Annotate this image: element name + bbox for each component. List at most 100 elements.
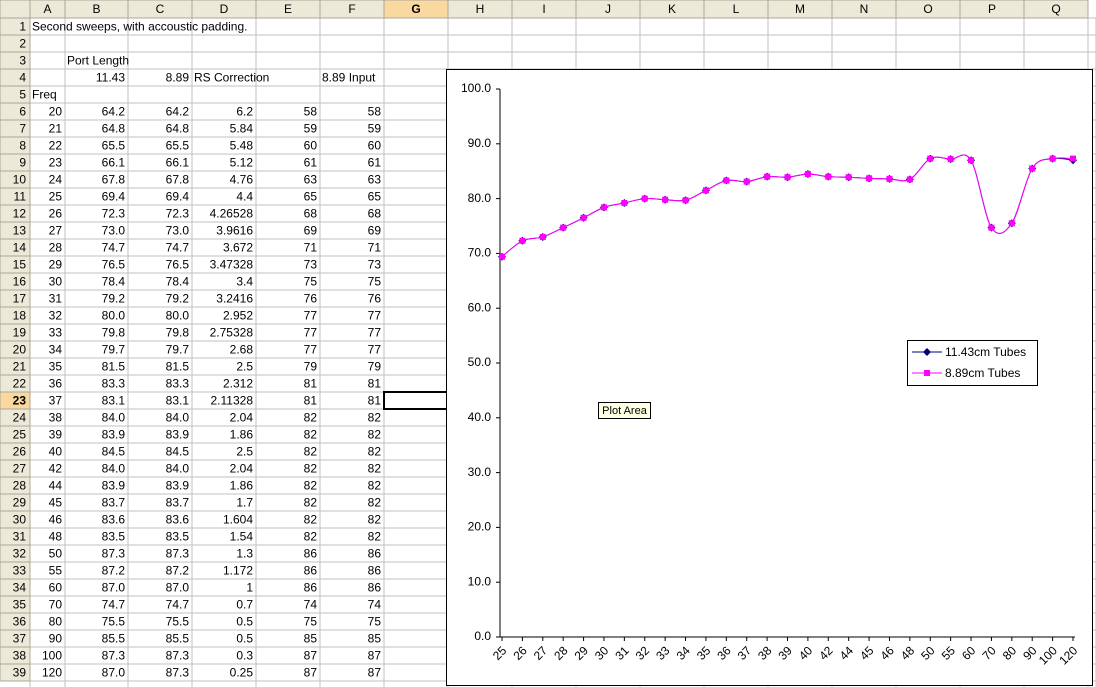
cell-text: 37 <box>49 394 63 408</box>
cell-text: 58 <box>304 105 318 119</box>
marker <box>988 224 995 231</box>
marker <box>825 173 832 180</box>
cell-text: 79.8 <box>102 326 126 340</box>
y-tick-label: 90.0 <box>468 136 492 150</box>
cell-text: 72.3 <box>102 207 126 221</box>
cell-text: 64.2 <box>166 105 190 119</box>
row-header-label: 38 <box>13 649 27 663</box>
cell-text: 2.68 <box>230 343 254 357</box>
y-tick-label: 30.0 <box>468 465 492 479</box>
marker <box>968 157 975 164</box>
cell-text: 32 <box>49 309 63 323</box>
cell-text: 4.76 <box>230 173 254 187</box>
column-header-label: L <box>733 2 740 16</box>
cell-text: 1.86 <box>230 428 254 442</box>
y-tick-label: 50.0 <box>468 355 492 369</box>
cell-text: 81 <box>304 394 318 408</box>
cell-text: 64.8 <box>102 122 126 136</box>
cell-text: 65.5 <box>102 139 126 153</box>
cell-text: RS Correction <box>194 71 269 85</box>
cell-text: 86 <box>304 581 318 595</box>
cell-text: 35 <box>49 360 63 374</box>
cell-text: 84.0 <box>102 462 126 476</box>
cell-text: 33 <box>49 326 63 340</box>
cell-text: 59 <box>304 122 318 136</box>
cell-text: 87 <box>304 649 318 663</box>
cell-text: 79.2 <box>166 292 190 306</box>
marker <box>1029 165 1036 172</box>
cell-text: 82 <box>368 411 382 425</box>
cell-text: 87.3 <box>166 649 190 663</box>
row-header-label: 19 <box>13 326 27 340</box>
cell-text: 85.5 <box>102 632 126 646</box>
legend[interactable] <box>907 340 1038 386</box>
cell-text: 3.47328 <box>210 258 254 272</box>
marker <box>886 175 893 182</box>
cell-text: 60 <box>368 139 382 153</box>
row-header-label: 22 <box>13 377 27 391</box>
cell-text: 83.5 <box>102 530 126 544</box>
y-tick-label: 60.0 <box>468 300 492 314</box>
cell-text: 63 <box>304 173 318 187</box>
cell-text: 38 <box>49 411 63 425</box>
cell-text: 84.5 <box>166 445 190 459</box>
cell-text: 59 <box>368 122 382 136</box>
cell-text: 1.86 <box>230 479 254 493</box>
column-header-label: G <box>411 2 420 16</box>
marker <box>743 178 750 185</box>
cell-text: 2.312 <box>223 377 253 391</box>
column-header-label: B <box>92 2 100 16</box>
cell-text: 77 <box>368 343 382 357</box>
cell-text: 3.9616 <box>216 224 253 238</box>
row-header-label: 29 <box>13 496 27 510</box>
cell-text: 86 <box>368 547 382 561</box>
cell-text: 75 <box>368 615 382 629</box>
cell-text: 82 <box>368 530 382 544</box>
cell-text: 82 <box>304 513 318 527</box>
cell-text: 76 <box>304 292 318 306</box>
cell-text: 2.5 <box>236 445 253 459</box>
column-header[interactable] <box>1023 0 1089 19</box>
cell-text: 26 <box>49 207 63 221</box>
cell-text: Second sweeps, with accoustic padding. <box>32 20 247 34</box>
cell-text: 2.75328 <box>210 326 254 340</box>
cell-text: 90 <box>49 632 63 646</box>
cell-text: 81 <box>368 394 382 408</box>
row-header-label: 2 <box>19 37 26 51</box>
y-tick-label: 80.0 <box>468 191 492 205</box>
row-header[interactable] <box>0 663 31 682</box>
row-header-label: 9 <box>19 156 26 170</box>
marker <box>923 348 931 356</box>
cell-text: 83.7 <box>166 496 190 510</box>
cell-text: 87 <box>368 666 382 680</box>
cell-text: 27 <box>49 224 63 238</box>
cell-text: 77 <box>304 309 318 323</box>
row-header-label: 8 <box>19 139 26 153</box>
row-header-label: 3 <box>19 54 26 68</box>
selected-cell[interactable] <box>383 391 449 410</box>
cell-text: 68 <box>368 207 382 221</box>
cell-text: 87.3 <box>102 547 126 561</box>
cell-text: 82 <box>368 462 382 476</box>
y-tick-label: 20.0 <box>468 520 492 534</box>
cell-text: 8.89 Input <box>322 71 376 85</box>
cell-text: 66.1 <box>166 156 190 170</box>
cell-text: 5.12 <box>230 156 254 170</box>
marker <box>499 253 505 260</box>
y-tick-label: 100.0 <box>461 81 491 95</box>
cell-text: 65.5 <box>166 139 190 153</box>
cell-text: 36 <box>49 377 63 391</box>
cell-text: 4.26528 <box>210 207 254 221</box>
cell-text: 69 <box>368 224 382 238</box>
marker <box>784 174 791 181</box>
cell-text: 85 <box>304 632 318 646</box>
cell-text: 80.0 <box>166 309 190 323</box>
column-header-label: D <box>220 2 229 16</box>
cell-text: 83.6 <box>166 513 190 527</box>
marker <box>539 233 546 240</box>
row-header-label: 33 <box>13 564 27 578</box>
cell-text: 87.0 <box>102 581 126 595</box>
cell-text: 61 <box>368 156 382 170</box>
cell-text: 82 <box>304 411 318 425</box>
cell-text: 87.0 <box>102 666 126 680</box>
